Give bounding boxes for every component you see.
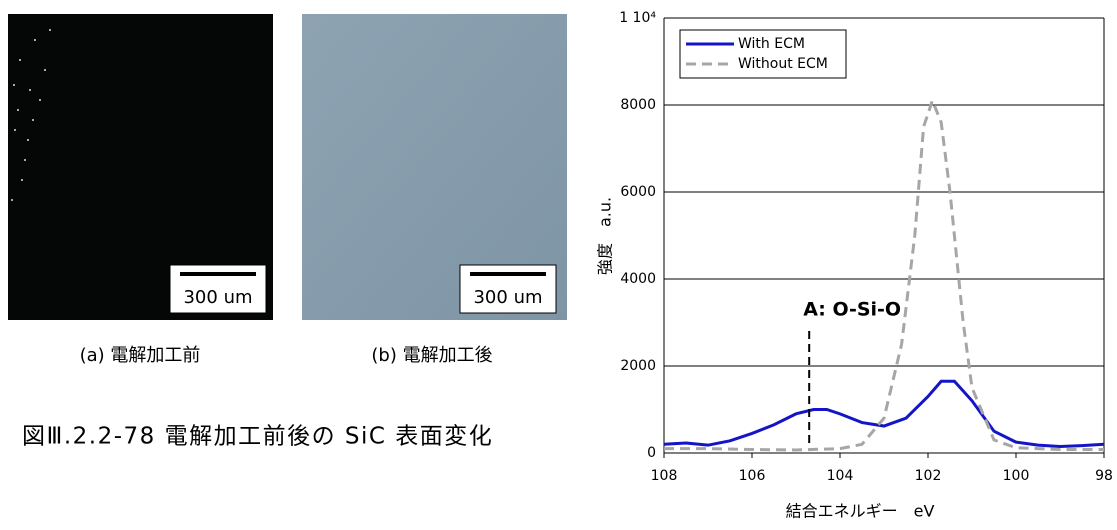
series-line	[663, 379, 1105, 448]
panel-caption: (b) 電解加工後	[371, 345, 492, 366]
x-tick-label: 104	[827, 468, 854, 484]
y-tick-label: 2000	[620, 358, 656, 374]
figure-caption: 図Ⅲ.2.2-78 電解加工前後の SiC 表面変化	[22, 424, 493, 450]
y-tick-label: 4000	[620, 271, 656, 287]
scale-label: 300 um	[183, 287, 252, 308]
x-tick-label: 102	[915, 468, 942, 484]
panel-caption: (a) 電解加工前	[80, 345, 201, 366]
series-line	[664, 96, 1104, 452]
x-tick-label: 100	[1003, 468, 1030, 484]
legend-label: Without ECM	[738, 56, 828, 72]
legend-label: With ECM	[738, 36, 805, 52]
x-axis-label: 結合エネルギー eV	[786, 502, 935, 521]
x-tick-label: 98	[1095, 468, 1113, 484]
y-tick-label: 0	[647, 445, 656, 461]
chart: 0 2000 4000 6000 8000 1 10⁴ 108 106 104 102 100 98 結…	[596, 10, 1113, 521]
y-axis-label: 強度 a.u.	[596, 197, 615, 275]
scale-label: 300 um	[473, 287, 542, 308]
x-tick-label: 106	[739, 468, 766, 484]
legend-box	[679, 29, 847, 79]
y-tick-label: 8000	[620, 97, 656, 113]
y-tick-label: 6000	[620, 184, 656, 200]
x-tick-label: 108	[651, 468, 678, 484]
particles	[11, 29, 51, 201]
y-tick-label: 1 10⁴	[619, 10, 656, 26]
annotation: A: O-Si-O	[803, 299, 901, 321]
